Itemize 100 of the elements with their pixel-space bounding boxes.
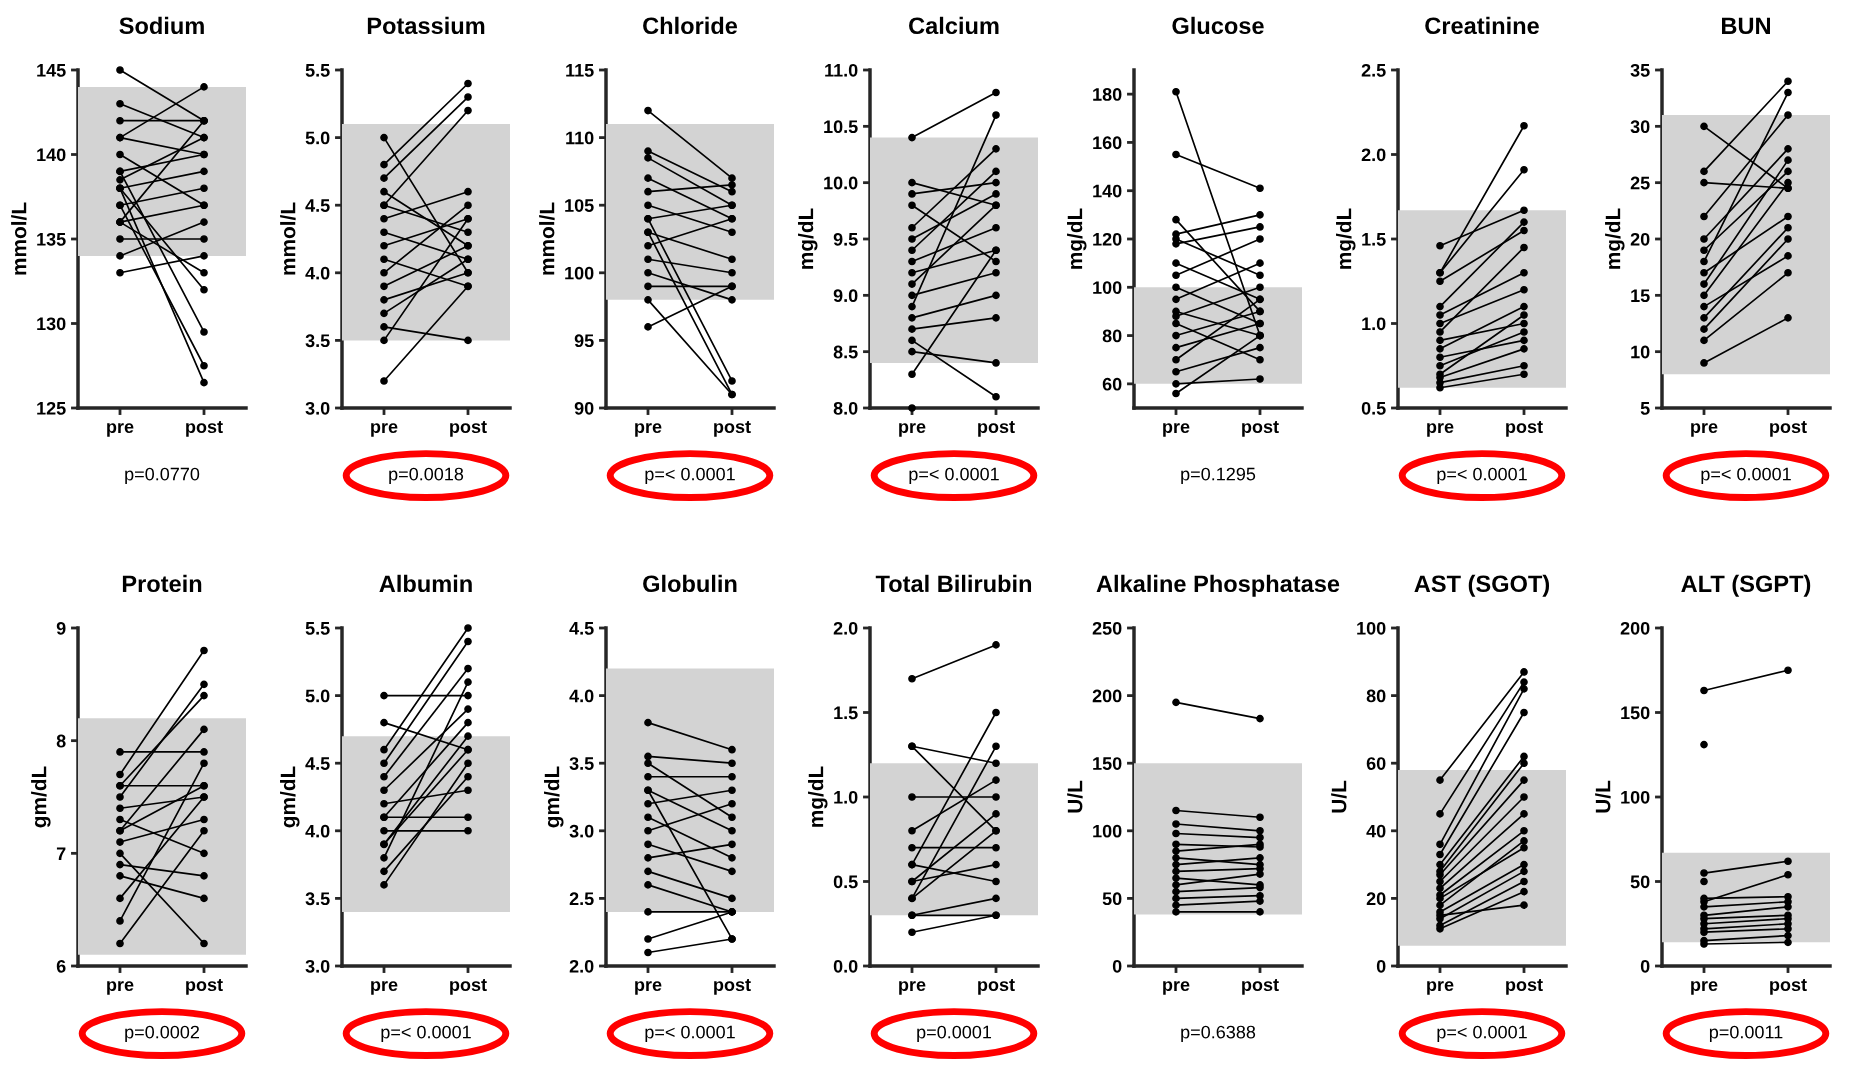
y-tick-label: 9.5	[833, 232, 858, 246]
y-tick-label: 6	[56, 959, 66, 973]
y-tick-label: 3.0	[569, 824, 594, 838]
y-tick-label: 3.0	[305, 401, 330, 415]
y-tick-label: 2.5	[569, 892, 594, 906]
y-tick-label: 60	[1366, 757, 1386, 770]
y-axis-title: mg/dL	[1336, 208, 1356, 269]
y-tick-label: 7	[56, 847, 66, 860]
y-tick-label: 1.5	[834, 706, 858, 720]
y-tick-label: 0	[1640, 959, 1650, 973]
y-tick-label: 5.0	[305, 689, 330, 703]
chart-title: Albumin	[379, 574, 472, 593]
y-tick-label: 2.0	[1361, 148, 1386, 162]
y-tick-label: 1.0	[834, 790, 858, 804]
chart-title: Calcium	[909, 16, 999, 35]
y-axis-title: mmol/L	[280, 202, 296, 275]
y-tick-label: 100	[1357, 621, 1386, 635]
x-tick-label: post	[1242, 979, 1279, 995]
y-axis-title: gm/dL	[280, 766, 300, 828]
x-tick-label: pre	[635, 981, 662, 995]
y-tick-label: 9.0	[833, 289, 858, 303]
y-tick-label: 8.0	[833, 401, 858, 415]
x-tick-label: pre	[1691, 423, 1718, 437]
x-tick-label: pre	[1427, 423, 1454, 437]
x-tick-label: pre	[371, 423, 398, 437]
y-tick-label: 40	[1366, 824, 1386, 838]
y-tick-label: 200	[1092, 689, 1122, 703]
y-tick-label: 180	[1093, 88, 1122, 101]
y-tick-label: 5.0	[305, 131, 330, 145]
x-tick-label: pre	[1691, 981, 1718, 995]
chart-title: Globulin	[643, 574, 737, 593]
y-tick-label: 8	[56, 734, 66, 748]
y-tick-label: 145	[37, 64, 66, 77]
y-tick-label: 110	[566, 131, 594, 145]
y-tick-label: 60	[1102, 377, 1122, 391]
y-axis-title: gm/dL	[544, 766, 564, 828]
text: p=0.0002	[125, 1025, 199, 1043]
y-axis-title: mg/dL	[808, 766, 828, 827]
y-tick-label: 10	[1631, 345, 1650, 359]
x-tick-label: post	[1506, 421, 1543, 437]
y-tick-label: 0.0	[833, 959, 858, 973]
y-tick-label: 4.0	[569, 689, 594, 703]
x-tick-label: post	[714, 421, 751, 437]
y-tick-label: 150	[1621, 706, 1650, 720]
text: p=0.0001	[917, 1025, 992, 1043]
y-axis-title: mg/dL	[1605, 208, 1625, 269]
x-tick-label: post	[1770, 421, 1807, 437]
y-axis-title: mg/dL	[797, 208, 818, 269]
y-tick-label: 30	[1630, 120, 1650, 134]
text: p=0.0018	[389, 467, 464, 485]
y-tick-label: 140	[1093, 184, 1122, 198]
y-tick-label: 3.5	[569, 757, 594, 770]
chart-title: Glucose	[1172, 16, 1264, 35]
y-tick-label: 5.5	[305, 622, 330, 635]
x-tick-label: post	[978, 421, 1015, 437]
chart-title: Sodium	[119, 16, 204, 35]
y-tick-label: 105	[565, 199, 594, 212]
x-tick-label: pre	[899, 423, 926, 437]
x-tick-label: post	[450, 421, 487, 437]
text: p=< 0.0001	[645, 1025, 735, 1043]
y-tick-label: 8.5	[833, 345, 858, 359]
y-tick-label: 5	[1640, 402, 1650, 415]
chart-title: Total Bilirubin	[875, 574, 1032, 593]
chart-title: Creatinine	[1425, 16, 1539, 35]
x-tick-label: post	[186, 421, 223, 437]
y-axis-title: mmol/L	[11, 202, 27, 275]
y-tick-label: 35	[1630, 63, 1650, 77]
y-tick-label: 115	[566, 64, 594, 77]
x-tick-label: pre	[899, 981, 926, 995]
y-tick-label: 120	[1093, 232, 1122, 246]
x-tick-label: pre	[635, 423, 662, 437]
y-tick-label: 140	[37, 148, 66, 162]
y-tick-label: 150	[1093, 757, 1122, 770]
text: p=< 0.0001	[381, 1025, 471, 1043]
chart-title: ALT (SGPT)	[1681, 574, 1811, 597]
text: p=0.0011	[1709, 1025, 1783, 1043]
y-tick-label: 20	[1630, 232, 1650, 246]
y-tick-label: 0.5	[833, 875, 858, 889]
y-tick-label: 100	[1093, 824, 1122, 838]
x-tick-label: post	[1242, 421, 1279, 437]
text: p=0.6388	[1181, 1025, 1256, 1043]
text: p=< 0.0001	[1437, 1025, 1527, 1043]
y-tick-label: 100	[565, 266, 594, 280]
y-tick-label: 15	[1631, 289, 1650, 303]
y-tick-label: 1.5	[1362, 233, 1386, 246]
y-axis-title: gm/dL	[31, 766, 51, 828]
x-tick-label: pre	[1163, 423, 1190, 437]
y-tick-label: 250	[1092, 621, 1122, 635]
y-tick-label: 130	[37, 317, 66, 331]
y-tick-label: 100	[1621, 790, 1650, 804]
y-tick-label: 4.0	[305, 266, 330, 280]
y-tick-label: 2.5	[1361, 63, 1386, 77]
y-tick-label: 3.0	[305, 959, 330, 973]
chart-title: Alkaline Phosphatase	[1096, 574, 1340, 597]
y-tick-label: 5.5	[305, 64, 330, 77]
y-tick-label: 2.0	[569, 959, 594, 973]
y-tick-label: 4.5	[305, 199, 330, 212]
y-tick-label: 80	[1102, 329, 1122, 343]
y-tick-label: 4.5	[305, 757, 330, 770]
y-tick-label: 90	[574, 401, 594, 415]
